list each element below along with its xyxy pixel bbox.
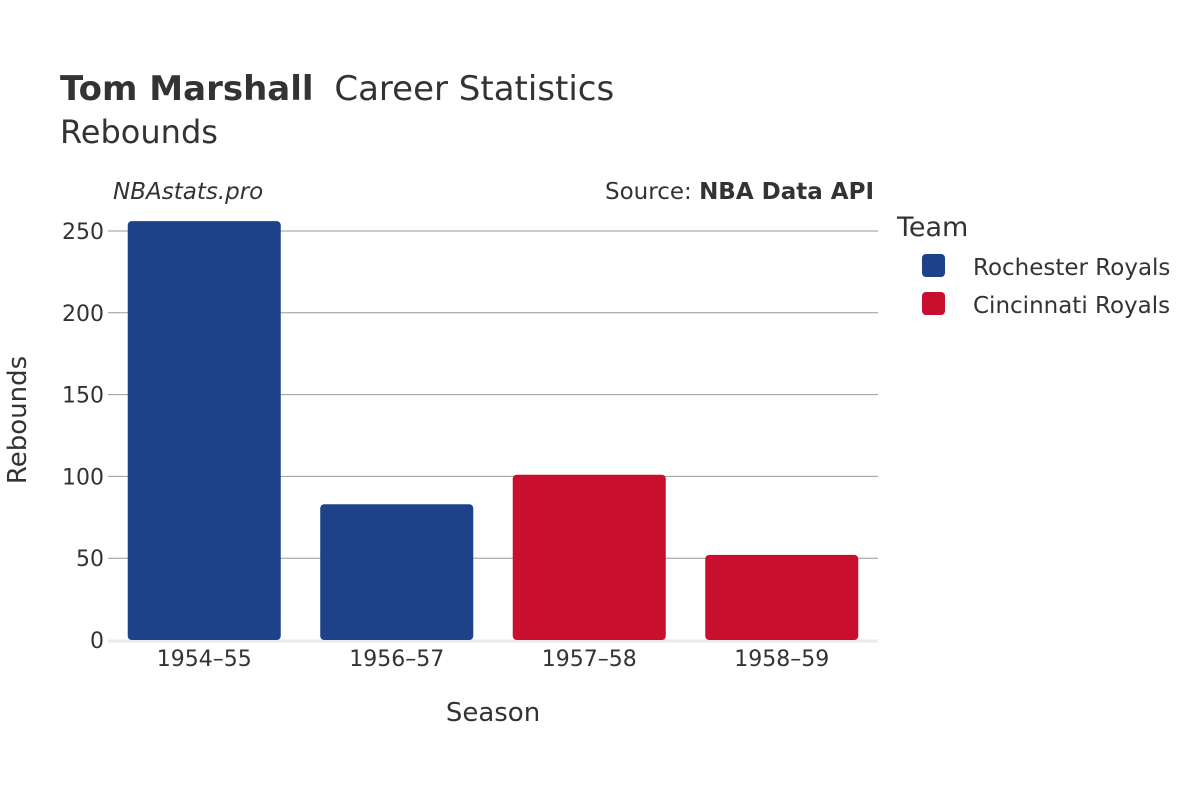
bar-1957–58[interactable]: [512, 474, 666, 640]
bar-1958–59[interactable]: [705, 554, 859, 640]
y-tick-label: 150: [62, 384, 104, 409]
source-name: NBA Data API: [699, 179, 874, 205]
legend-swatch-rochester: [922, 254, 945, 277]
y-tick-label: 200: [62, 302, 104, 327]
legend: Team Rochester Royals Cincinnati Royals: [896, 212, 1170, 319]
bar-1954–55[interactable]: [127, 221, 281, 640]
x-tick-label: 1954–55: [157, 647, 252, 672]
chart-subtitle: Rebounds: [60, 113, 218, 151]
x-tick-label: 1956–57: [349, 647, 444, 672]
chart-title: Tom Marshall Career Statistics: [60, 69, 614, 109]
y-tick-labels: 0 50 100 150 200 250: [62, 220, 104, 654]
chart-title-suffix: Career Statistics: [334, 69, 614, 109]
y-tick-label: 100: [62, 465, 104, 490]
x-tick-label: 1957–58: [542, 647, 637, 672]
legend-swatch-cincinnati: [922, 292, 945, 315]
y-tick-label: 250: [62, 220, 104, 245]
x-tick-labels: 1954–55 1956–57 1957–58 1958–59: [157, 647, 829, 672]
y-tick-label: 0: [90, 629, 104, 654]
chart-title-player: Tom Marshall: [60, 69, 314, 109]
legend-label-rochester: Rochester Royals: [973, 255, 1170, 281]
x-axis-title: Season: [446, 698, 540, 728]
bars: [127, 221, 859, 640]
x-tick-label: 1958–59: [734, 647, 829, 672]
legend-label-cincinnati: Cincinnati Royals: [973, 293, 1170, 319]
watermark: NBAstats.pro: [113, 179, 263, 205]
source-credit: Source: NBA Data API: [605, 179, 874, 205]
legend-title: Team: [896, 212, 968, 243]
bar-1956–57[interactable]: [320, 504, 474, 640]
y-axis-title: Rebounds: [3, 356, 33, 484]
y-tick-label: 50: [76, 547, 104, 572]
source-prefix: Source:: [605, 179, 699, 205]
